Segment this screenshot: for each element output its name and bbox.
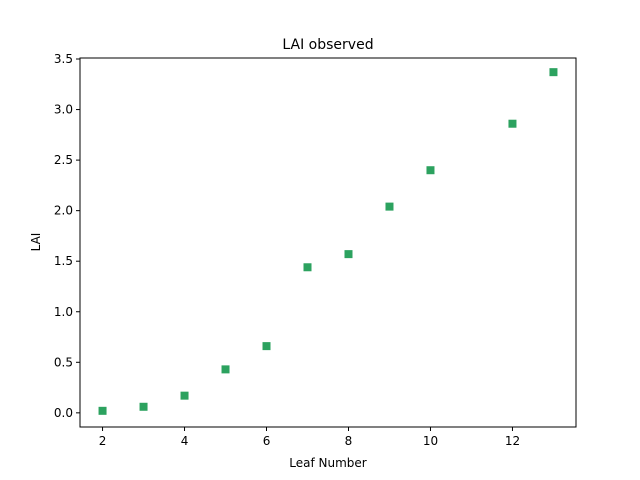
data-point (549, 68, 558, 77)
x-tick-label: 10 (423, 434, 438, 448)
x-tick-label: 8 (345, 434, 353, 448)
x-tick-label: 12 (505, 434, 520, 448)
data-point (385, 202, 394, 211)
y-tick-label: 2.0 (54, 204, 73, 218)
data-point (180, 391, 189, 400)
data-points (98, 68, 558, 415)
y-tick-label: 0.0 (54, 406, 73, 420)
x-axis: 2 4 6 8 10 12 (99, 427, 520, 448)
plot-area-frame (79, 57, 577, 428)
y-axis: 0.0 0.5 1.0 1.5 2.0 2.5 3.0 3.5 (54, 52, 80, 420)
x-tick-label: 4 (181, 434, 189, 448)
x-axis-label: Leaf Number (289, 456, 367, 470)
data-point (139, 402, 148, 411)
y-tick-label: 2.5 (54, 153, 73, 167)
data-point (508, 119, 517, 128)
y-tick-label: 1.0 (54, 305, 73, 319)
data-point (98, 406, 107, 415)
data-point (262, 342, 271, 351)
y-tick-label: 0.5 (54, 355, 73, 369)
x-tick-label: 2 (99, 434, 107, 448)
data-point (303, 263, 312, 272)
y-tick-label: 3.0 (54, 103, 73, 117)
data-point (221, 365, 230, 374)
x-tick-label: 6 (263, 434, 271, 448)
chart-title: LAI observed (282, 37, 373, 53)
data-point (426, 166, 435, 175)
y-tick-label: 1.5 (54, 254, 73, 268)
y-axis-label: LAI (29, 233, 43, 252)
y-tick-label: 3.5 (54, 52, 73, 66)
data-point (344, 250, 353, 259)
